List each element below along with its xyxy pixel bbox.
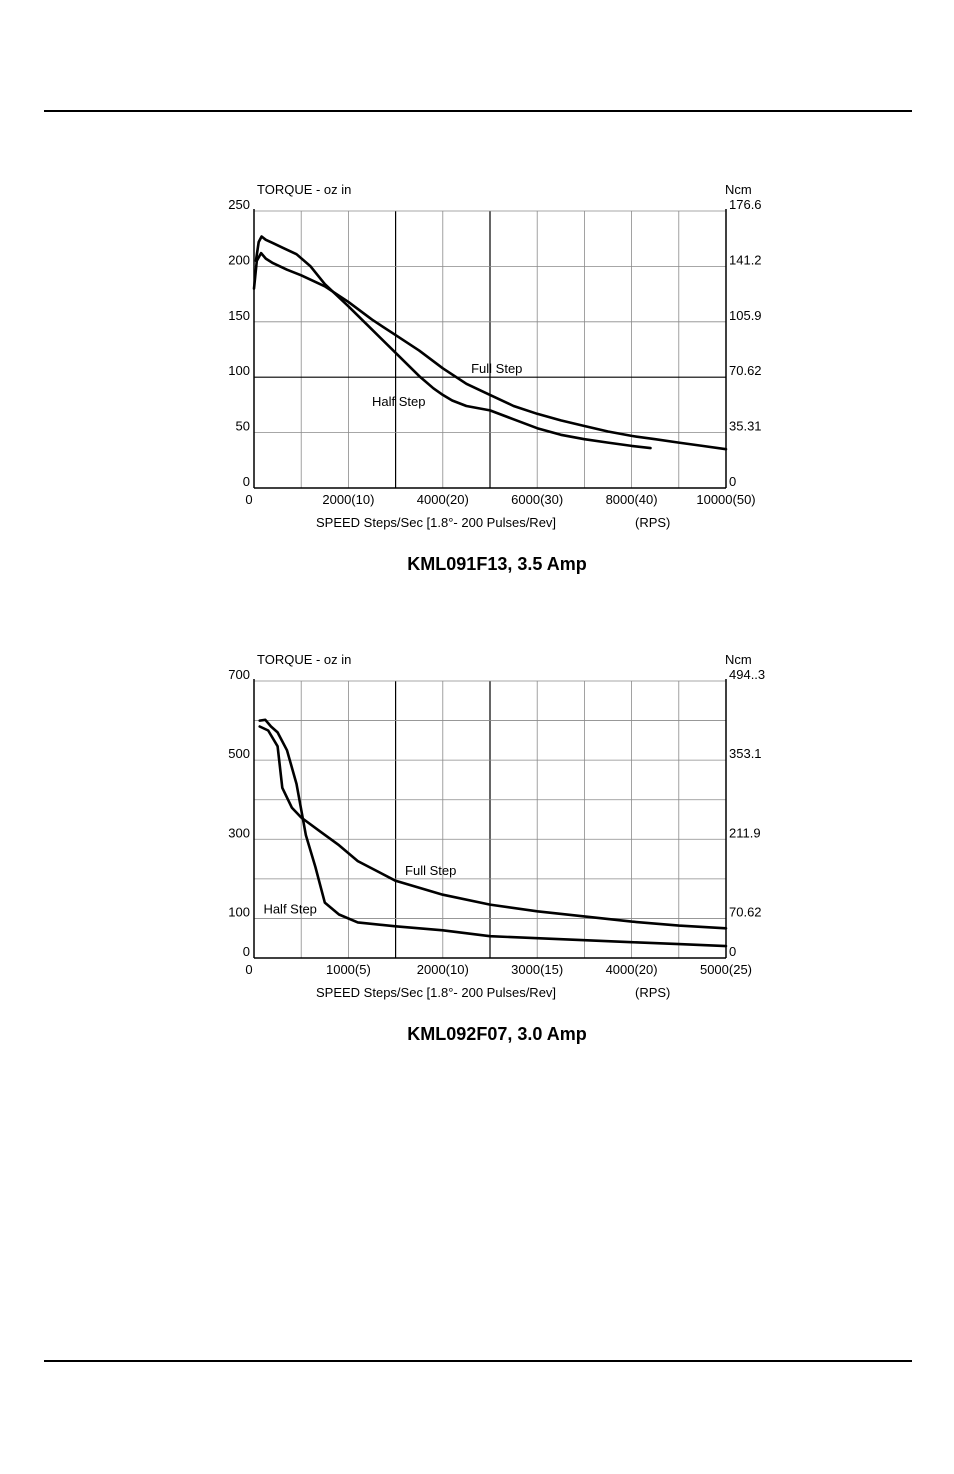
x-tick-label: 0 [245,492,252,507]
y-tick-label-left: 50 [236,419,250,434]
y-tick-label-left: 100 [228,904,250,919]
x-axis-unit: (RPS) [635,515,670,530]
chart-caption: KML092F07, 3.0 Amp [407,1024,586,1044]
y-tick-label-right: 0 [729,474,736,489]
x-tick-label: 3000(15) [511,962,563,977]
series-line-full-step [258,725,728,930]
x-tick-label: 8000(40) [606,492,658,507]
y-tick-label-left: 200 [228,252,250,267]
chart-kml091f13: TORQUE - oz in Ncm 0 50 100 150 200 250 0 35.31 70… [0,180,954,580]
y-tick-label-left: 250 [228,197,250,212]
x-tick-label: 5000(25) [700,962,752,977]
series-line-full-step [252,251,728,451]
x-tick-label: 2000(10) [322,492,374,507]
y-tick-label-right: 105.9 [729,308,762,323]
y-tick-label-right: 353.1 [729,746,762,761]
x-tick-label: 2000(10) [417,962,469,977]
chart-svg-kml091f13: TORQUE - oz in Ncm 0 50 100 150 200 250 0 35.31 70… [228,182,762,574]
series-label-full-step: Full Step [471,361,522,376]
y-axis-right-title: Ncm [725,652,752,667]
series-line-half-step [254,235,652,450]
series-label-full-step: Full Step [405,863,456,878]
y-tick-label-right: 176.6 [729,197,762,212]
chart-svg-kml092f07: TORQUE - oz in Ncm 0 100 300 500 700 0 70.62 211.… [228,652,765,1044]
x-axis-title: SPEED Steps/Sec [1.8°- 200 Pulses/Rev] [316,985,556,1000]
x-tick-label: 10000(50) [696,492,755,507]
y-tick-label-left: 500 [228,746,250,761]
y-axis-title: TORQUE - oz in [257,652,351,667]
x-tick-label: 1000(5) [326,962,371,977]
series-label-half-step: Half Step [372,394,425,409]
y-tick-label-left: 300 [228,825,250,840]
series-line-half-step [258,718,728,948]
y-axis-title: TORQUE - oz in [257,182,351,197]
y-tick-label-right: 494..3 [729,667,765,682]
y-tick-label-right: 0 [729,944,736,959]
footer-rule [44,1360,912,1362]
series-label-half-step: Half Step [263,902,316,917]
y-tick-label-right: 211.9 [729,825,761,840]
x-tick-label: 4000(20) [417,492,469,507]
chart-caption: KML091F13, 3.5 Amp [407,554,586,574]
y-tick-label-right: 35.31 [729,419,762,434]
x-tick-label: 4000(20) [606,962,658,977]
x-tick-label: 0 [245,962,252,977]
y-axis-right-title: Ncm [725,182,752,197]
x-tick-label: 6000(30) [511,492,563,507]
y-tick-label-right: 141.2 [729,252,762,267]
y-tick-label-right: 70.62 [729,363,762,378]
y-tick-label-left: 100 [228,363,250,378]
y-tick-label-left: 150 [228,308,250,323]
chart-kml092f07: TORQUE - oz in Ncm 0 100 300 500 700 0 70.62 211.… [0,650,954,1050]
x-axis-title: SPEED Steps/Sec [1.8°- 200 Pulses/Rev] [316,515,556,530]
x-axis-unit: (RPS) [635,985,670,1000]
header-rule [44,110,912,112]
y-tick-label-left: 700 [228,667,250,682]
y-tick-label-right: 70.62 [729,904,762,919]
y-tick-label-left: 0 [243,474,250,489]
y-tick-label-left: 0 [243,944,250,959]
